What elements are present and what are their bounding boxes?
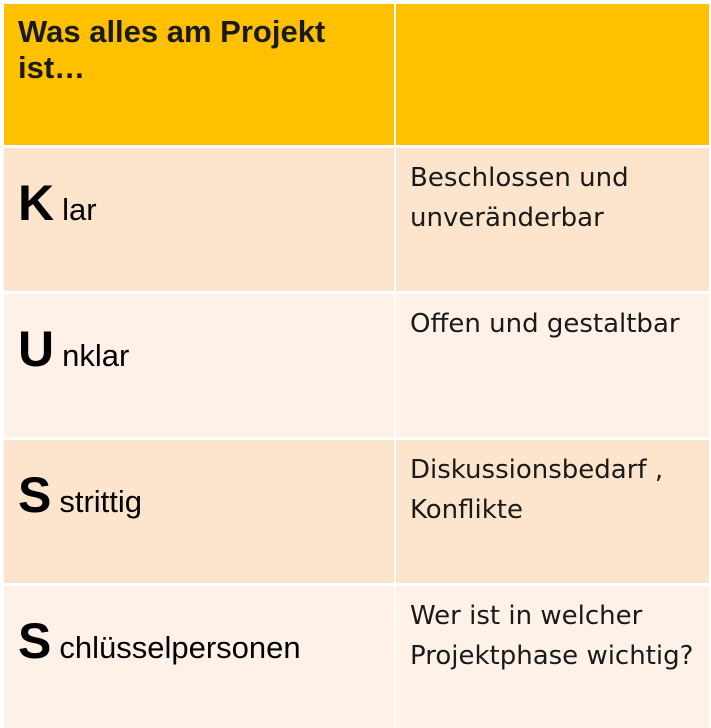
header-cell-empty (396, 4, 709, 145)
description-schluesselpersonen: Wer ist in welcher Projektphase wichtig? (410, 601, 694, 671)
header-cell-title: Was alles am Projekt ist… (4, 4, 394, 145)
description-cell-unklar: Offen und gestaltbar (396, 294, 709, 437)
description-cell-klar: Beschlossen und unveränderbar (396, 148, 709, 291)
term-rest: lar (62, 192, 97, 227)
description-unklar: Offen und gestaltbar (410, 309, 680, 339)
description-strittig: Diskussionsbedarf , Konflikte (410, 455, 664, 525)
term-letter: S (18, 467, 52, 523)
description-cell-strittig: Diskussionsbedarf , Konflikte (396, 440, 709, 583)
description-cell-schluesselpersonen: Wer ist in welcher Projektphase wichtig? (396, 586, 709, 728)
description-klar: Beschlossen und unveränderbar (410, 163, 629, 233)
term-rest: strittig (59, 484, 143, 519)
term-rest: chlüsselpersonen (59, 630, 301, 665)
term-rest: nklar (62, 338, 130, 373)
term-letter: K (18, 175, 55, 231)
term-letter: U (18, 321, 55, 377)
term-letter: S (18, 613, 52, 669)
table-title: Was alles am Projekt ist… (18, 14, 326, 85)
